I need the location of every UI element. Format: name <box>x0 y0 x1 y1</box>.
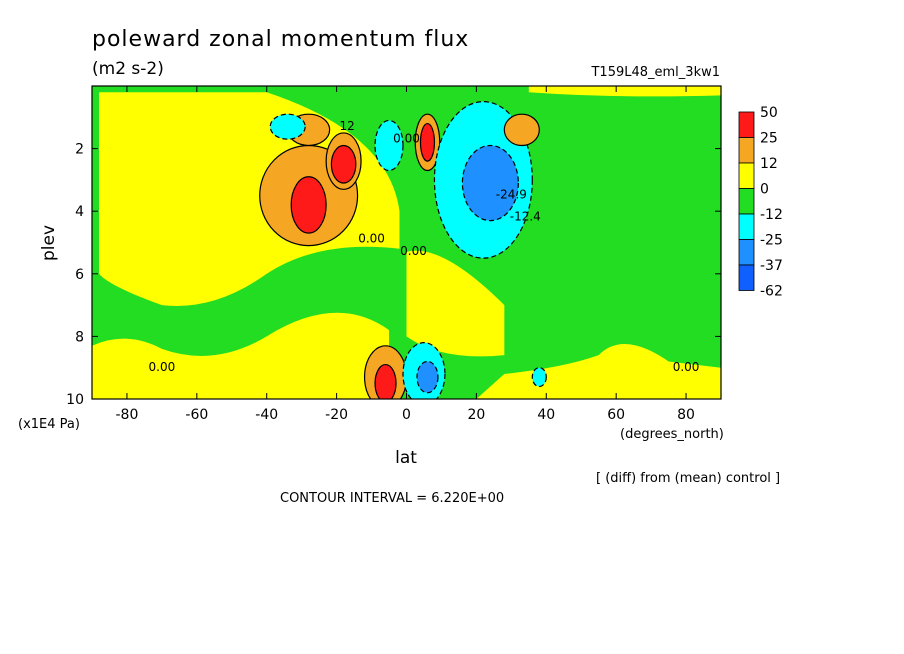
x-axis: -80 -60 -40 -20 0 20 40 60 80 <box>116 86 695 423</box>
contour-feature-13 <box>374 363 397 399</box>
colorbar-swatch <box>738 162 755 189</box>
x-tick-label: 0 <box>402 407 411 423</box>
y-tick-label: 8 <box>75 329 84 345</box>
contour-labels: 0.00 0.00 0.00 0.00 -24.9 -12.4 12 0.00 <box>149 119 700 374</box>
contour-feature-16 <box>531 367 547 388</box>
colorbar-label: 12 <box>760 156 778 172</box>
contour-feature-5 <box>269 113 306 140</box>
contour-label-7: 0.00 <box>673 360 700 374</box>
contour-feature-15 <box>416 360 439 394</box>
chart-title: poleward zonal momentum flux <box>92 27 469 52</box>
contour-feature-6 <box>374 119 404 172</box>
contour-feature-1 <box>290 176 327 234</box>
y-tick-label: 2 <box>75 142 84 158</box>
contour-plot-area <box>92 86 721 399</box>
y-tick-label: 10 <box>66 392 84 408</box>
colorbar-swatch <box>738 213 755 240</box>
colorbar-swatch <box>738 239 755 266</box>
y-axis-label: plev <box>39 225 59 261</box>
positive-region-equator <box>406 250 505 357</box>
colorbar-swatch <box>738 111 755 138</box>
contour-label-2: 0.00 <box>400 244 427 258</box>
colorbar-label: 25 <box>760 131 778 147</box>
contour-label-6: 12 <box>339 119 354 133</box>
positive-region-south-lower <box>92 312 390 399</box>
contour-feature-10 <box>461 144 519 222</box>
x-tick-label: 60 <box>607 407 625 423</box>
experiment-label: T159L48_eml_3kw1 <box>590 65 720 80</box>
x-tick-label: 40 <box>537 407 555 423</box>
x-tick-label: 20 <box>467 407 485 423</box>
colorbar-label: -37 <box>760 258 783 274</box>
x-tick-label: -40 <box>255 407 278 423</box>
colorbar-label: 0 <box>760 182 769 198</box>
positive-region-south-upper <box>98 92 400 306</box>
y-tick-label: 6 <box>75 267 84 283</box>
colorbar-label: -25 <box>760 233 783 249</box>
diff-note: [ (diff) from (mean) control ] <box>596 471 780 486</box>
colorbar-swatch <box>738 264 755 291</box>
contour-label-3: 0.00 <box>393 131 420 145</box>
colorbar-swatch <box>738 137 755 164</box>
colorbar-label: 50 <box>760 105 778 121</box>
x-tick-label: -20 <box>325 407 348 423</box>
x-axis-label: lat <box>395 448 417 468</box>
x-tick-label: 80 <box>677 407 695 423</box>
x-tick-label: -80 <box>116 407 139 423</box>
colorbar: 50 25 12 0 -12 -25 -37 -62 <box>738 105 783 300</box>
contour-interval: CONTOUR INTERVAL = 6.220E+00 <box>280 491 504 506</box>
contour-label-1: 0.00 <box>358 232 385 246</box>
contour-feature-11 <box>503 113 540 147</box>
x-tick-label: -60 <box>185 407 208 423</box>
y-axis: 2 4 6 8 10 <box>66 142 721 408</box>
x-axis-units: (degrees_north) <box>620 427 724 442</box>
contour-label-4: -24.9 <box>496 188 527 202</box>
contour-feature-3 <box>330 144 357 184</box>
y-axis-units: (x1E4 Pa) <box>18 417 80 432</box>
colorbar-label: -62 <box>760 284 783 300</box>
y-tick-label: 4 <box>75 204 84 220</box>
colorbar-swatch <box>738 188 755 215</box>
contour-label-0: 0.00 <box>149 360 176 374</box>
positive-region-north-top <box>528 86 721 97</box>
chart-units: (m2 s-2) <box>92 59 164 79</box>
colorbar-label: -12 <box>760 207 783 223</box>
contour-label-5: -12.4 <box>510 210 541 224</box>
contour-feature-8 <box>419 122 436 162</box>
